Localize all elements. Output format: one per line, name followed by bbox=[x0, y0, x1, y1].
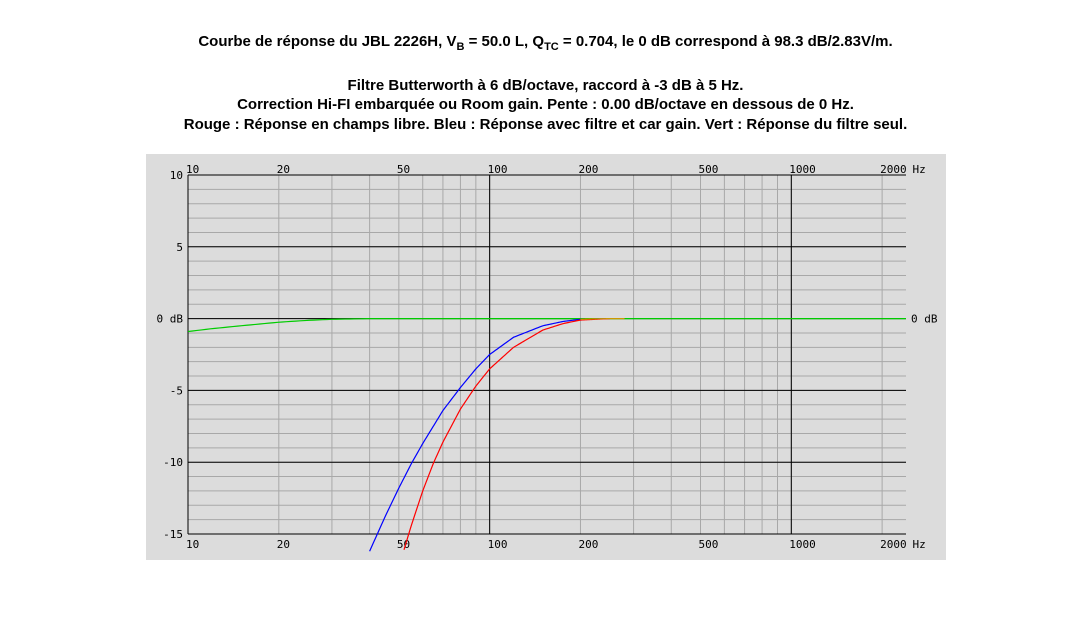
title-part-a: Courbe de réponse du JBL 2226H, V bbox=[198, 33, 457, 50]
x-unit-label-bottom: Hz bbox=[913, 538, 926, 551]
x-tick-label-top: 500 bbox=[699, 163, 719, 176]
filter-description: Filtre Butterworth à 6 dB/octave, raccor… bbox=[347, 77, 744, 94]
y-tick-label: 0 dB bbox=[157, 313, 184, 326]
plot-background bbox=[146, 154, 946, 560]
x-tick-label-top: 2000 bbox=[880, 163, 907, 176]
x-tick-label-bottom: 500 bbox=[699, 538, 719, 551]
y-tick-label: -10 bbox=[163, 456, 183, 469]
series-line-3 bbox=[580, 318, 625, 320]
series-line-2 bbox=[403, 318, 610, 550]
title-subscript-b: B bbox=[456, 41, 465, 53]
y-tick-label: 5 bbox=[176, 241, 183, 254]
x-tick-label-top: 100 bbox=[488, 163, 508, 176]
x-tick-label-top: 50 bbox=[397, 163, 410, 176]
title-part-b: = 50.0 L, Q bbox=[464, 33, 545, 50]
y-tick-label: -15 bbox=[163, 528, 183, 541]
x-tick-label-top: 1000 bbox=[789, 163, 816, 176]
x-tick-label-top: 20 bbox=[277, 163, 290, 176]
x-tick-label-bottom: 50 bbox=[397, 538, 410, 551]
x-tick-label-bottom: 10 bbox=[186, 538, 199, 551]
y-tick-label: 10 bbox=[170, 169, 183, 182]
correction-description: Correction Hi-FI embarquée ou Room gain.… bbox=[237, 96, 854, 113]
x-unit-label-top: Hz bbox=[913, 163, 926, 176]
chart-title: Courbe de réponse du JBL 2226H, VB = 50.… bbox=[0, 33, 1091, 53]
x-tick-label-bottom: 2000 bbox=[880, 538, 907, 551]
x-tick-label-bottom: 20 bbox=[277, 538, 290, 551]
title-subscript-tc: TC bbox=[544, 41, 559, 53]
title-part-c: = 0.704, le 0 dB correspond à 98.3 dB/2.… bbox=[558, 33, 893, 50]
x-tick-label-bottom: 200 bbox=[578, 538, 598, 551]
x-tick-label-top: 10 bbox=[186, 163, 199, 176]
y-tick-label-right: 0 dB bbox=[911, 313, 938, 326]
x-tick-label-top: 200 bbox=[578, 163, 598, 176]
x-tick-label-bottom: 100 bbox=[488, 538, 508, 551]
x-tick-label-bottom: 1000 bbox=[789, 538, 816, 551]
series-line-0 bbox=[188, 318, 906, 333]
series-line-1 bbox=[369, 318, 610, 552]
y-tick-label: -5 bbox=[170, 384, 183, 397]
legend-description: Rouge : Réponse en champs libre. Bleu : … bbox=[183, 116, 908, 133]
